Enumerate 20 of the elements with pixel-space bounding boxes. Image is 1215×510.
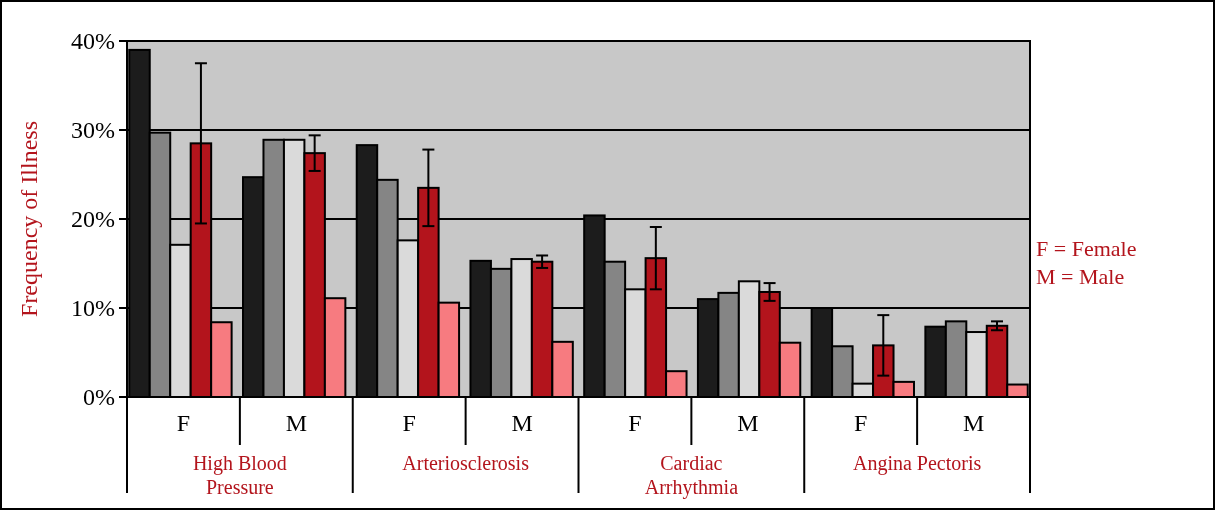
x-tick-label: M xyxy=(737,410,759,436)
y-tick-label: 0% xyxy=(83,384,115,411)
x-tick-label: F xyxy=(176,410,191,436)
text: Angina Pectoris xyxy=(852,452,982,475)
text: M = Male xyxy=(1036,264,1125,289)
x-tick-label: F xyxy=(402,410,416,436)
y-tick-label: 40% xyxy=(71,28,115,55)
y-tick-label: 30% xyxy=(71,117,115,144)
text: F = Female xyxy=(1036,236,1137,261)
y-axis-title: Frequency of Illness xyxy=(16,121,42,317)
text: Arteriosclerosis xyxy=(402,452,530,474)
x-tick-label: M xyxy=(285,410,307,436)
x-tick-label: F xyxy=(854,410,868,436)
text: Cardiac Arrhythmia xyxy=(644,452,739,499)
text: High Blood Pressure xyxy=(192,452,287,498)
y-tick-label: 10% xyxy=(71,295,115,322)
x-tick-label: F xyxy=(628,410,642,436)
y-tick-label: 20% xyxy=(71,206,115,233)
x-tick-label: M xyxy=(511,410,533,436)
x-tick-label: M xyxy=(962,410,985,436)
